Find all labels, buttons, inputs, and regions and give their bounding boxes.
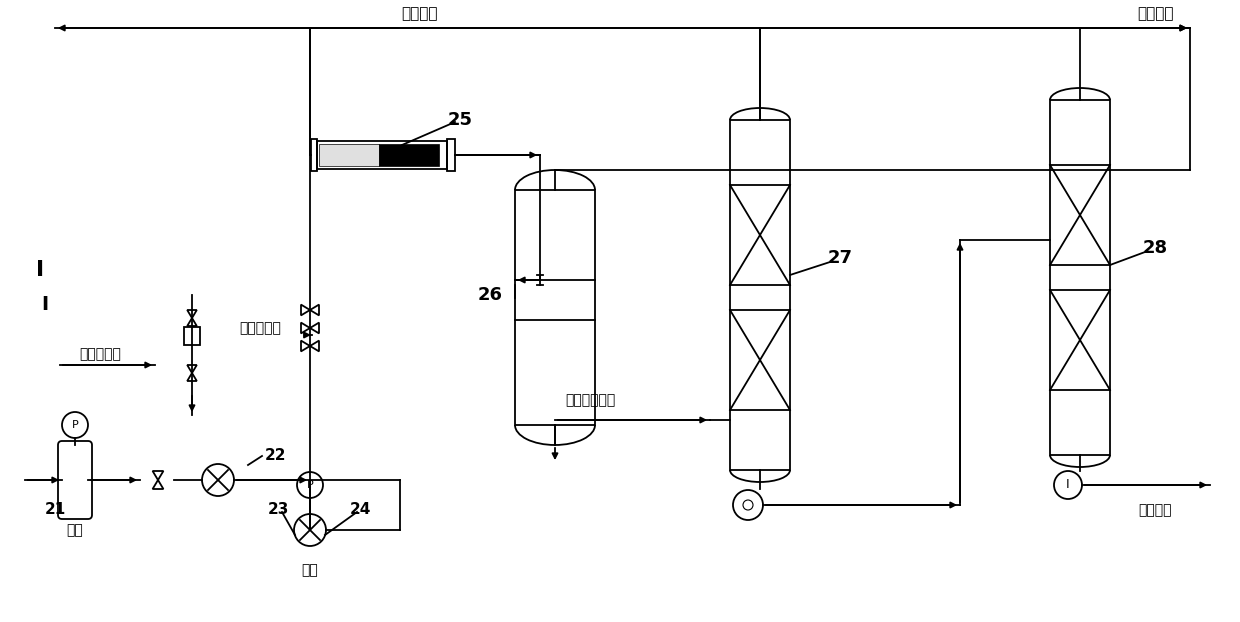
Bar bbox=[515, 190, 595, 425]
Bar bbox=[311, 139, 317, 171]
Text: 23: 23 bbox=[268, 503, 289, 518]
Text: 28: 28 bbox=[1142, 239, 1168, 257]
Bar bbox=[730, 120, 790, 470]
Bar bbox=[317, 141, 446, 169]
Text: 25: 25 bbox=[448, 111, 472, 129]
Text: 补充低碳烃: 补充低碳烃 bbox=[79, 347, 122, 361]
Text: 21: 21 bbox=[45, 503, 66, 518]
Text: I: I bbox=[1066, 478, 1070, 491]
Bar bbox=[184, 327, 200, 345]
Text: 正构烷烃: 正构烷烃 bbox=[1137, 6, 1173, 22]
Text: I: I bbox=[41, 295, 48, 315]
Text: 轻相: 轻相 bbox=[67, 523, 83, 537]
Text: P: P bbox=[306, 480, 314, 490]
Text: 补充催化剂: 补充催化剂 bbox=[239, 321, 281, 335]
Bar bbox=[379, 144, 439, 166]
Text: 重相: 重相 bbox=[301, 563, 319, 577]
Text: P: P bbox=[72, 420, 78, 430]
Text: 22: 22 bbox=[265, 447, 286, 463]
Text: I: I bbox=[36, 260, 45, 280]
Text: 废催化剂排出: 废催化剂排出 bbox=[565, 393, 615, 407]
Text: 24: 24 bbox=[350, 503, 371, 518]
Text: 烷基化油: 烷基化油 bbox=[1138, 503, 1172, 517]
Text: 循环烷烃: 循环烷烃 bbox=[402, 6, 438, 22]
Bar bbox=[319, 144, 379, 166]
Text: 26: 26 bbox=[477, 286, 502, 304]
Bar bbox=[1050, 100, 1110, 455]
Text: 27: 27 bbox=[827, 249, 853, 267]
Bar bbox=[446, 139, 455, 171]
